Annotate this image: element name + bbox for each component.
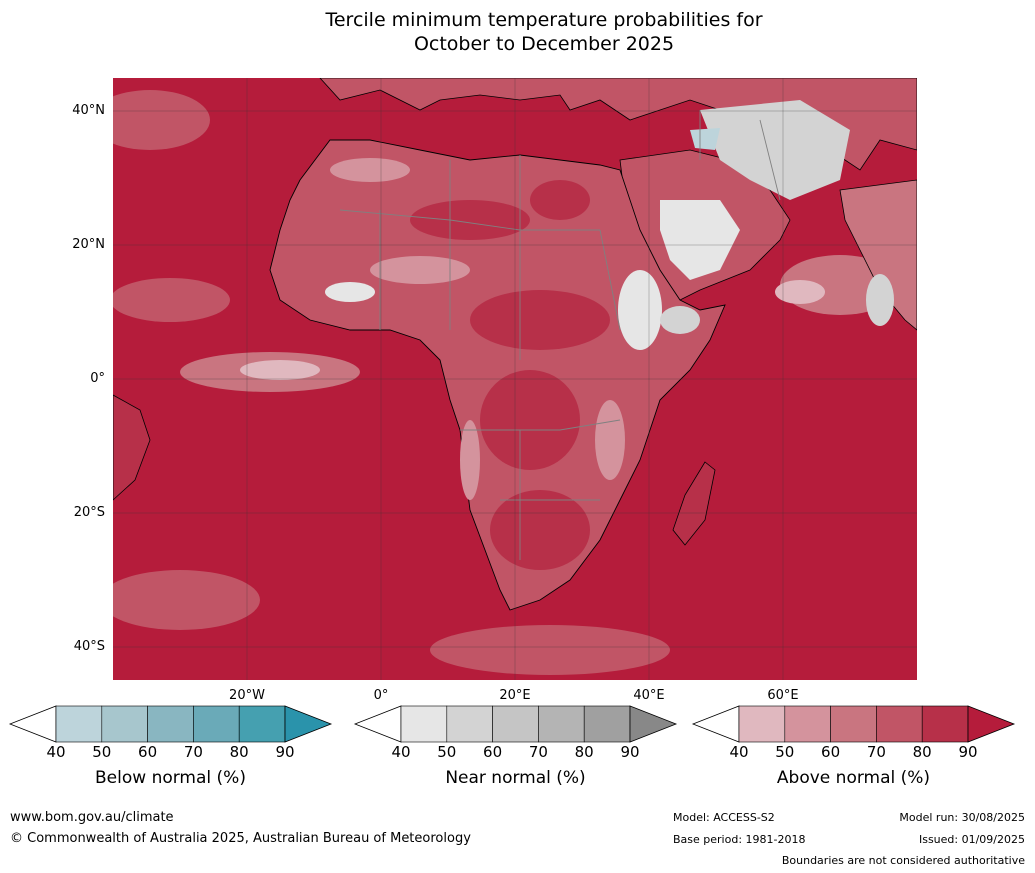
latitude-label: 20°N	[72, 237, 105, 252]
colorbar-tick-label: 80	[229, 743, 249, 761]
colorbar-tick-label: 40	[391, 743, 411, 761]
colorbar-high-extend	[967, 705, 1016, 743]
colorbar-tick-label: 80	[912, 743, 932, 761]
footer-model: Model: ACCESS-S2	[673, 811, 775, 824]
footer-issued: Issued: 01/09/2025	[918, 833, 1025, 846]
colorbar-low-extend	[353, 705, 402, 743]
latitude-label: 40°N	[72, 103, 105, 118]
colorbar-tick-label: 60	[821, 743, 841, 761]
colorbar-segment	[492, 705, 539, 743]
colorbar-segment	[538, 705, 585, 743]
longitude-label: 60°E	[767, 688, 799, 703]
colorbar-tick-label: 70	[528, 743, 548, 761]
colorbar-segment	[446, 705, 493, 743]
longitude-label: 40°E	[633, 688, 665, 703]
ocean-probability-bands	[113, 90, 900, 675]
colorbar-segment	[147, 705, 194, 743]
colorbar-title: Below normal (%)	[95, 768, 246, 788]
title-line-1: Tercile minimum temperature probabilitie…	[325, 9, 763, 31]
colorbar-title: Above normal (%)	[776, 768, 931, 788]
iran-near-normal	[700, 100, 850, 200]
south-america-land	[113, 394, 151, 501]
madagascar-land	[672, 461, 716, 546]
footer-model-run: Model run: 30/08/2025	[899, 811, 1025, 824]
longitude-label: 0°	[373, 688, 389, 703]
footer-base-period: Base period: 1981-2018	[673, 833, 806, 846]
colorbar-high-extend	[284, 705, 333, 743]
footer-copyright: © Commonwealth of Australia 2025, Austra…	[10, 831, 471, 846]
colorbar-low-extend	[691, 705, 740, 743]
colorbar-tick-label: 50	[775, 743, 795, 761]
colorbar-tick-label: 90	[958, 743, 978, 761]
colorbar-tick-label: 90	[620, 743, 640, 761]
colorbar-tick-label: 50	[437, 743, 457, 761]
colorbar-segment	[830, 705, 877, 743]
colorbar-segment	[400, 705, 448, 743]
iran-below-normal	[690, 128, 720, 150]
colorbar-tick-label: 70	[183, 743, 203, 761]
colorbar-segment	[193, 705, 240, 743]
colorbar-low-extend	[8, 705, 57, 743]
longitude-label: 20°W	[229, 688, 265, 703]
latitude-label: 40°S	[73, 639, 105, 654]
longitude-label: 20°E	[499, 688, 531, 703]
colorbar-tick-label: 50	[92, 743, 112, 761]
latitude-label: 20°S	[73, 505, 105, 520]
colorbar-tick-label: 60	[483, 743, 503, 761]
footer-disclaimer: Boundaries are not considered authoritat…	[781, 854, 1025, 867]
arabia-near-normal	[660, 200, 740, 280]
colorbar-tick-label: 40	[46, 743, 66, 761]
colorbar-segment	[583, 705, 631, 743]
colorbar-high-extend	[629, 705, 678, 743]
colorbar-tick-label: 40	[729, 743, 749, 761]
colorbar-segment	[784, 705, 831, 743]
colorbar-tick-label: 60	[138, 743, 158, 761]
eurasia-land	[319, 78, 917, 171]
colorbar-segment	[921, 705, 969, 743]
colorbar-segment	[101, 705, 148, 743]
footer-url: www.bom.gov.au/climate	[10, 810, 174, 825]
colorbar-segment	[876, 705, 923, 743]
africa-land	[269, 139, 726, 611]
colorbar-tick-label: 80	[574, 743, 594, 761]
colorbar-segment	[738, 705, 786, 743]
title-line-2: October to December 2025	[413, 33, 675, 55]
graticule	[113, 78, 917, 680]
chart-title: Tercile minimum temperature probabilitie…	[0, 8, 1035, 56]
colorbar-tick-label: 90	[275, 743, 295, 761]
colorbar-tick-label: 70	[866, 743, 886, 761]
colorbar-title: Near normal (%)	[445, 768, 586, 788]
latitude-label: 0°	[90, 371, 105, 386]
colorbar-segment	[238, 705, 286, 743]
colorbar-segment	[55, 705, 103, 743]
